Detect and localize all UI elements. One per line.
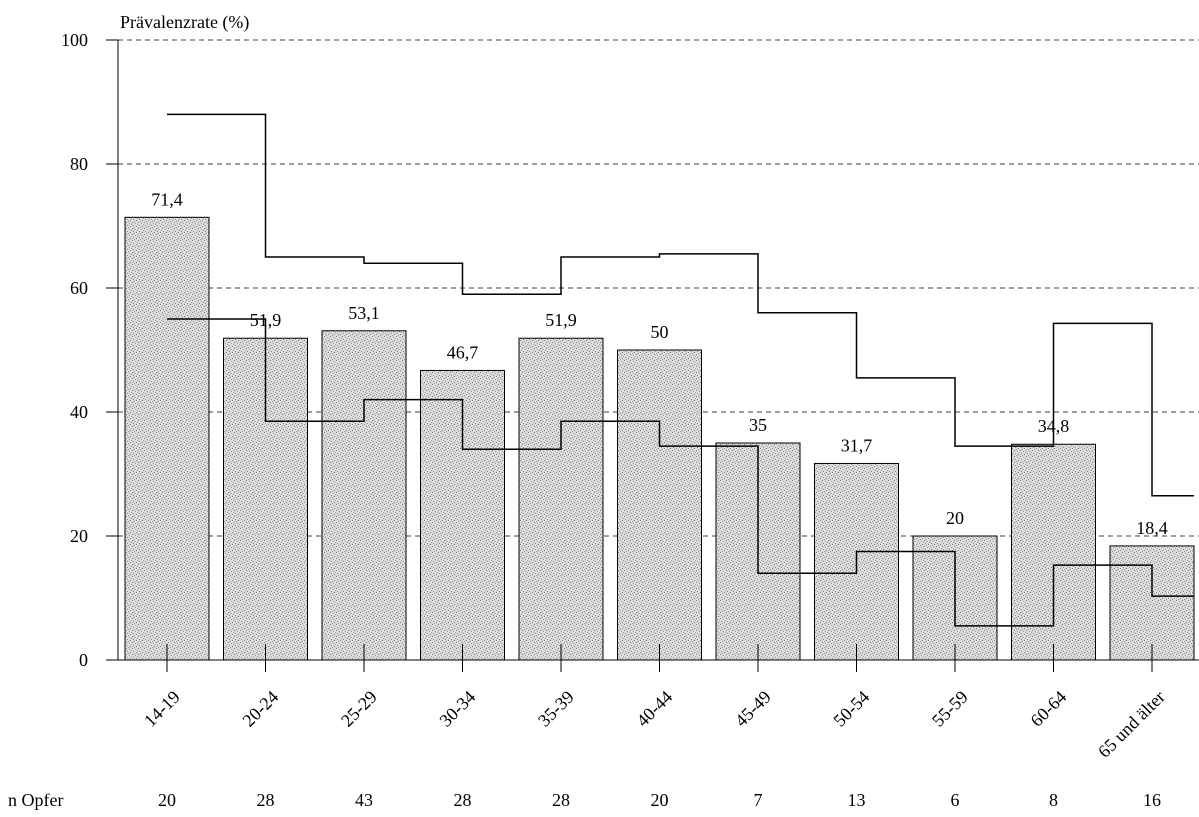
count-40-44: 20 <box>651 790 669 810</box>
y-tick-label-0: 0 <box>79 650 88 670</box>
y-tick-label-40: 40 <box>70 402 88 422</box>
y-tick-label-80: 80 <box>70 154 88 174</box>
count-30-34: 28 <box>454 790 472 810</box>
x-tick-label-30-34: 30-34 <box>435 687 479 731</box>
count-14-19: 20 <box>158 790 176 810</box>
x-tick-label-14-19: 14-19 <box>140 687 184 731</box>
value-label-14-19: 71,4 <box>151 189 183 209</box>
lower-bound-step-line <box>167 318 1194 627</box>
x-tick-label-35-39: 35-39 <box>534 687 578 731</box>
count-55-59: 6 <box>951 790 960 810</box>
bar-40-44 <box>617 349 702 661</box>
y-tick-label-60: 60 <box>70 278 88 298</box>
x-tick-labels: 14-19 20-24 25-29 30-34 35-39 40-44 45-49 50-54… <box>140 687 1169 762</box>
bar-60-64 <box>1011 443 1096 661</box>
axes: 0 20 40 60 80 100 <box>61 30 1199 672</box>
count-25-29: 43 <box>355 790 373 810</box>
x-tick-label-65 und älter: 65 und älter <box>1094 687 1169 762</box>
value-label-30-34: 46,7 <box>447 342 479 362</box>
count-45-49: 7 <box>754 790 763 810</box>
lower-bound-line <box>167 318 1194 627</box>
value-label-45-49: 35 <box>749 415 767 435</box>
x-tick-label-45-49: 45-49 <box>731 687 775 731</box>
count-row-label: n Opfer <box>8 790 63 810</box>
count-60-64: 8 <box>1049 790 1058 810</box>
y-axis-label: Prävalenzrate (%) <box>120 12 249 33</box>
value-label-55-59: 20 <box>946 508 964 528</box>
x-tick-label-20-24: 20-24 <box>238 687 282 731</box>
value-label-40-44: 50 <box>651 322 669 342</box>
bar-14-19 <box>124 216 210 661</box>
x-tick-label-25-29: 25-29 <box>337 687 381 731</box>
count-labels: 20 28 43 28 28 20 7 13 6 8 16 <box>158 790 1161 810</box>
bar-35-39 <box>518 337 604 661</box>
count-35-39: 28 <box>552 790 570 810</box>
upper-bound-line <box>167 113 1194 497</box>
x-tick-label-40-44: 40-44 <box>632 687 676 731</box>
x-tick-label-50-54: 50-54 <box>829 687 873 731</box>
value-label-25-29: 53,1 <box>348 303 380 323</box>
y-tick-label-100: 100 <box>61 30 88 50</box>
y-tick-label-20: 20 <box>70 526 88 546</box>
bar-25-29 <box>321 330 407 661</box>
count-20-24: 28 <box>257 790 275 810</box>
bars <box>124 216 1195 661</box>
upper-bound-step-line <box>167 113 1194 497</box>
count-50-54: 13 <box>848 790 866 810</box>
value-label-50-54: 31,7 <box>841 435 873 455</box>
x-tick-label-60-64: 60-64 <box>1026 687 1070 731</box>
bar-65 und älter <box>1109 545 1195 661</box>
count-65 und älter: 16 <box>1143 790 1161 810</box>
value-label-65 und älter: 18,4 <box>1136 518 1168 538</box>
value-label-35-39: 51,9 <box>545 310 577 330</box>
x-tick-label-55-59: 55-59 <box>928 687 972 731</box>
